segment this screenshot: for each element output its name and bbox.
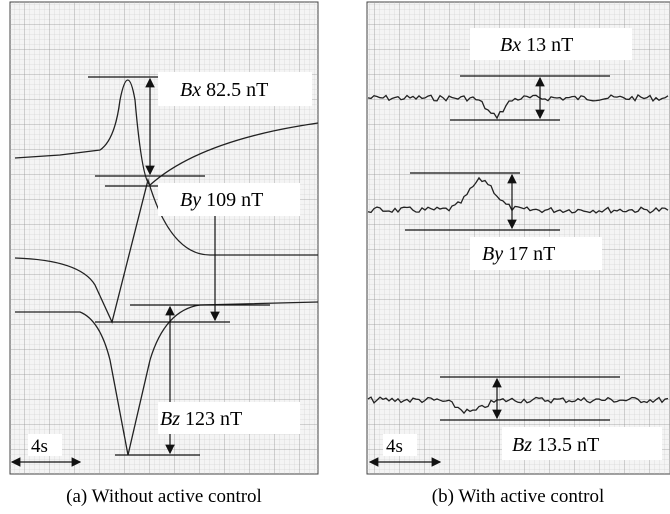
label-box — [158, 183, 300, 216]
bx-trace — [14, 79, 319, 186]
value: 82.5 nT — [206, 79, 268, 101]
scale-label: 4s — [386, 436, 403, 457]
bz-label: Bz 13.5 nT — [512, 434, 599, 456]
label-box — [158, 72, 312, 106]
label-box — [28, 434, 62, 456]
bz-trace — [367, 396, 669, 415]
var: Bx — [180, 79, 201, 101]
value: 17 nT — [508, 243, 555, 265]
caption: (a) Without active control — [66, 486, 262, 507]
label-box — [470, 28, 632, 60]
label-box — [470, 237, 602, 270]
by-label: By 17 nT — [482, 243, 555, 265]
value: 123 nT — [185, 408, 242, 430]
by-trace — [14, 177, 318, 324]
label-box — [158, 402, 300, 434]
panel-a: Bx 82.5 nT By 109 nT Bz 123 nT 4s — [9, 1, 319, 475]
var: Bz — [160, 408, 180, 430]
value: 109 nT — [206, 189, 263, 211]
label-box — [383, 434, 417, 456]
var: Bx — [500, 34, 521, 56]
value: 13 nT — [526, 34, 573, 56]
bx-trace — [367, 94, 669, 120]
panel-b: Bx 13 nT By 17 nT Bz 13.5 nT 4s — [366, 1, 670, 475]
by-trace — [367, 176, 669, 214]
value: 13.5 nT — [537, 434, 599, 456]
bx-label: Bx 82.5 nT — [180, 79, 268, 101]
scale-label: 4s — [31, 436, 48, 457]
bz-trace — [15, 301, 319, 456]
caption: (b) With active control — [432, 486, 604, 507]
label-box — [502, 427, 662, 460]
var: By — [482, 243, 503, 265]
bz-label: Bz 123 nT — [160, 408, 242, 430]
bx-label: Bx 13 nT — [500, 34, 573, 56]
var: Bz — [512, 434, 532, 456]
var: By — [180, 189, 201, 211]
by-label: By 109 nT — [180, 189, 263, 211]
measure-lines — [368, 75, 620, 467]
